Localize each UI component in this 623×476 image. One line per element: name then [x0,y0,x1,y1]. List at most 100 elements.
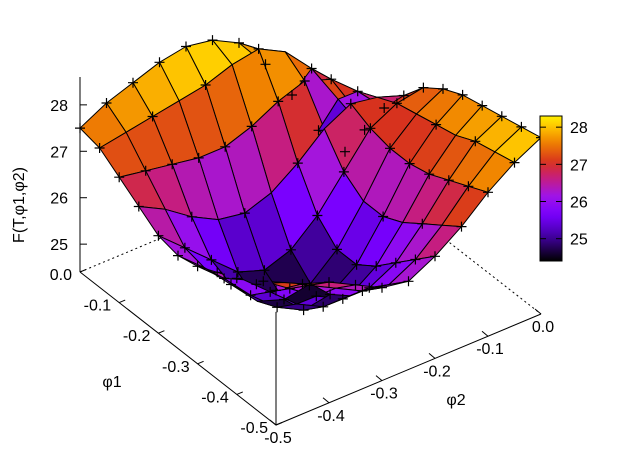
data-point-marker [272,302,283,313]
data-point-marker [350,279,361,290]
colorbar-tick-label: 25 [570,232,588,249]
data-point-marker [179,242,190,253]
y-axis-label: φ2 [446,392,465,409]
data-point-marker [457,89,468,100]
data-point-marker [371,261,382,272]
data-point-marker [220,141,231,152]
colorbar-tick-label: 26 [570,195,588,212]
x-tick-label: -0.1 [84,298,112,315]
data-point-marker [496,111,507,122]
data-point-marker [463,181,474,192]
x-tick-mark [158,330,165,334]
data-point-marker [226,279,236,290]
data-point-marker [147,111,158,122]
data-point-marker [271,285,281,296]
x-tick-mark [197,360,204,365]
z-axis-label: F(T,φ1,φ2) [11,167,28,243]
data-point-marker [246,121,257,132]
data-point-marker [245,290,256,301]
data-point-marker [509,157,520,168]
data-point-marker [364,282,375,293]
y-tick-label: -0.3 [370,386,398,403]
x-tick-mark [275,422,283,426]
data-point-marker [273,96,284,107]
y-tick-mark [375,375,383,381]
y-tick-label: -0.4 [317,408,345,425]
data-point-marker [365,123,376,134]
data-point-marker [232,267,243,277]
data-point-marker [456,221,467,232]
x-tick-label: -0.4 [201,389,229,406]
y-tick-label: 0.0 [532,319,554,336]
data-point-marker [359,124,370,135]
data-point-marker [332,244,342,255]
data-point-marker [75,123,85,134]
data-point-marker [430,251,440,262]
data-point-marker [340,146,350,157]
data-point-marker [292,158,303,169]
data-point-marker [186,211,197,222]
data-point-marker [259,265,270,276]
y-tick-label: -0.1 [476,341,504,358]
data-point-marker [410,254,421,265]
data-point-markers [75,35,546,316]
colorbar: 25 26 27 28 [539,115,588,262]
data-point-marker [207,35,218,46]
data-point-marker [390,257,401,268]
y-tick-mark [269,419,277,426]
data-point-marker [404,158,415,169]
data-point-marker [379,103,390,113]
data-point-marker [385,143,395,154]
data-point-marker [403,276,414,287]
data-point-marker [114,172,125,183]
data-point-marker [297,278,308,289]
data-point-marker [265,286,276,297]
data-point-marker [438,83,448,94]
data-point-marker [357,286,368,296]
data-point-marker [299,76,310,86]
data-point-marker [352,86,363,97]
data-point-marker [326,74,337,85]
data-point-marker [318,301,329,312]
data-point-marker [234,37,244,48]
data-point-marker [200,80,211,90]
data-point-marker [351,259,362,270]
data-point-marker [287,90,297,100]
data-point-marker [391,98,402,109]
data-point-marker [258,276,269,287]
data-point-marker [192,261,203,272]
x-tick-label: -0.5 [240,420,268,437]
x-axis-label: φ1 [102,374,121,391]
data-point-marker [338,166,349,177]
data-point-marker [128,77,138,88]
z-tick-label: 25 [50,237,68,254]
data-point-marker [378,211,389,222]
data-point-marker [312,210,323,221]
data-point-marker [313,125,324,136]
z-tick-label: 28 [50,98,68,115]
x-tick-mark [79,269,87,273]
data-point-marker [153,230,164,241]
data-point-marker [239,208,250,219]
y-tick-mark [534,308,542,315]
x-tick-label: -0.3 [162,359,190,376]
data-point-marker [304,280,315,291]
data-point-marker [167,159,178,170]
data-point-marker [398,90,409,101]
x-tick-mark [119,299,126,304]
data-point-marker [285,244,296,255]
data-point-marker [212,267,223,278]
data-point-marker [477,100,488,111]
data-point-marker [337,293,348,304]
data-point-marker [418,82,429,93]
x-tick-label: -0.2 [123,328,151,345]
data-point-marker [279,294,289,305]
colorbar-tick-label: 28 [570,120,588,137]
z-tick-label: 26 [50,191,68,208]
data-point-marker [443,175,454,186]
surface-mesh [79,39,542,311]
data-point-marker [219,273,230,284]
data-point-marker [298,305,309,316]
data-point-marker [516,121,527,132]
